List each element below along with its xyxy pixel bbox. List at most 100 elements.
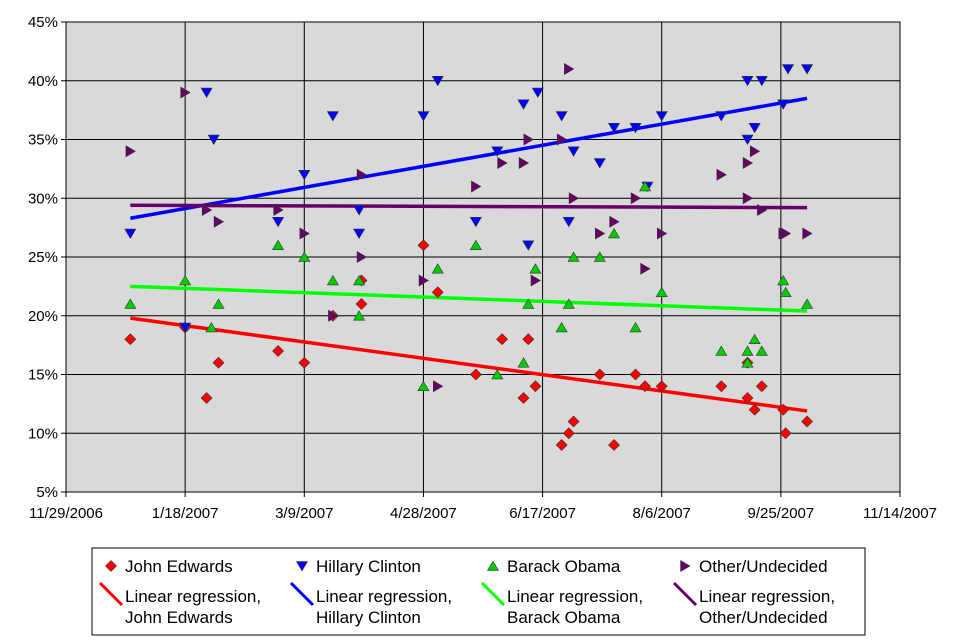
data-point: [212, 298, 225, 309]
data-point: [755, 380, 768, 393]
legend-label: John Edwards: [125, 608, 233, 627]
data-point: [212, 356, 225, 369]
data-point: [355, 298, 368, 310]
data-point: [298, 251, 311, 262]
data-point: [608, 439, 620, 451]
data-point: [567, 415, 580, 428]
data-point: [755, 76, 768, 87]
data-point: [125, 145, 136, 158]
y-tick-label: 40%: [28, 73, 58, 90]
legend-line: [672, 581, 698, 607]
data-point: [431, 286, 444, 299]
legend-label: Hillary Clinton: [316, 608, 421, 627]
x-tick-label: 3/9/2007: [275, 505, 333, 522]
data-point: [801, 298, 814, 309]
data-point: [593, 368, 606, 381]
legend-label: Linear regression,: [316, 587, 452, 606]
data-point: [326, 111, 339, 122]
x-axis-tick-labels: 11/29/2006 1/18/2007 3/9/2007 4/28/2007 6/17…: [29, 505, 937, 522]
data-point: [780, 227, 792, 240]
data-point: [748, 403, 761, 416]
legend-label: Other/Undecided: [699, 557, 828, 576]
legend-marker: [486, 560, 500, 571]
data-point: [639, 380, 651, 393]
data-point: [353, 228, 366, 240]
data-point: [630, 192, 642, 205]
data-point: [518, 156, 530, 170]
y-tick-label: 5%: [36, 484, 58, 501]
data-point: [491, 368, 504, 380]
data-point: [564, 62, 575, 76]
data-point: [593, 251, 606, 262]
data-point: [471, 180, 482, 193]
data-point: [748, 123, 761, 134]
legend: John Edwards Hillary Clinton Barack Obama O…: [91, 547, 866, 636]
y-tick-label: 45%: [28, 14, 58, 31]
data-point: [417, 380, 430, 391]
data-point: [608, 227, 621, 239]
data-point: [517, 357, 530, 368]
data-point: [741, 134, 754, 146]
x-tick-label: 8/6/2007: [633, 505, 691, 522]
data-point: [353, 310, 366, 321]
data-point: [655, 380, 668, 393]
data-point: [431, 76, 444, 87]
data-point: [779, 427, 792, 440]
legend-box: [91, 547, 866, 636]
x-tick-label: 9/25/2007: [747, 505, 814, 522]
data-point: [298, 170, 311, 181]
data-point: [124, 333, 137, 346]
data-point: [273, 203, 284, 217]
data-point: [179, 274, 192, 286]
data-point: [272, 217, 285, 228]
data-point: [801, 415, 813, 428]
data-point: [755, 345, 768, 356]
legend-label: Linear regression,: [699, 587, 835, 606]
data-point: [567, 251, 580, 262]
data-point: [749, 145, 761, 158]
data-point: [491, 146, 504, 157]
y-tick-label: 15%: [28, 367, 58, 384]
data-point: [555, 439, 568, 451]
data-point: [530, 274, 541, 287]
data-point: [741, 392, 754, 404]
data-point: [562, 217, 575, 228]
data-point: [433, 380, 444, 393]
data-point: [529, 263, 542, 274]
legend-line: [98, 581, 124, 607]
data-point: [716, 168, 727, 181]
trendline: [130, 96, 808, 220]
data-point: [469, 217, 482, 228]
data-point: [715, 111, 728, 122]
legend-label: Hillary Clinton: [316, 557, 421, 576]
data-point: [353, 205, 366, 216]
y-axis-tick-labels: 5% 10% 15% 20% 25% 30% 35% 40% 45%: [28, 14, 58, 501]
x-tick-label: 11/14/2007: [863, 505, 937, 522]
x-tick-label: 11/29/2006: [29, 505, 103, 522]
data-point: [205, 321, 218, 333]
data-point: [802, 227, 813, 240]
trendline: [130, 284, 808, 313]
data-point: [595, 227, 606, 240]
data-point: [657, 227, 668, 240]
data-point: [272, 345, 284, 357]
data-point: [562, 298, 575, 309]
data-point: [629, 321, 642, 333]
data-point: [328, 309, 339, 322]
data-point: [469, 368, 482, 381]
data-point: [741, 345, 754, 356]
data-point: [777, 403, 790, 416]
data-point: [779, 286, 792, 297]
data-point: [567, 146, 580, 157]
data-point: [555, 111, 568, 122]
data-point: [629, 123, 642, 134]
data-point: [213, 215, 225, 228]
legend-line: [480, 581, 506, 607]
data-point: [715, 345, 728, 356]
data-point: [299, 227, 310, 240]
legend-label: John Edwards: [125, 557, 233, 576]
data-point: [593, 158, 606, 169]
y-tick-label: 30%: [28, 190, 58, 207]
trendline: [130, 203, 808, 210]
data-point: [742, 192, 754, 205]
